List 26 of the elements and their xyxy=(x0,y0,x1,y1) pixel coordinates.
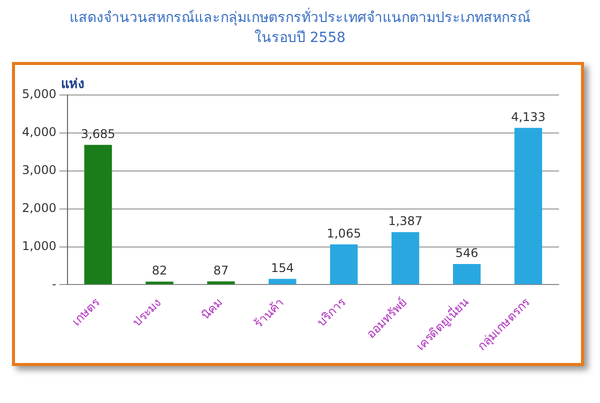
bar xyxy=(514,128,542,284)
y-axis-title: แห่ง xyxy=(61,76,84,94)
data-label: 4,133 xyxy=(511,110,546,124)
bar xyxy=(207,281,235,284)
data-label: 1,387 xyxy=(388,214,423,228)
chart-subtitle: ในรอบปี 2558 xyxy=(253,28,347,48)
x-tick-label: นิคม xyxy=(198,295,226,322)
data-label: 546 xyxy=(455,246,478,260)
y-tick-label: 1,000 xyxy=(22,238,56,253)
data-label: 87 xyxy=(213,264,229,278)
y-tick-label: 5,000 xyxy=(22,87,56,102)
chart-title: แสดงจำนวนสหกรณ์และกลุ่มเกษตรกรทั่วประเทศจำแนกตามประเภทสหกรณ์ xyxy=(68,8,532,28)
data-label: 154 xyxy=(270,261,294,276)
data-label: 82 xyxy=(152,264,168,278)
y-tick-label: 4,000 xyxy=(22,125,56,140)
data-label: 3,685 xyxy=(80,127,116,142)
bar xyxy=(392,232,420,284)
bar xyxy=(452,264,481,284)
y-tick-label: 3,000 xyxy=(22,163,56,178)
bar xyxy=(84,144,112,284)
bar xyxy=(146,282,174,284)
bar xyxy=(330,244,358,284)
y-tick-label: 2,000 xyxy=(22,200,56,215)
bar xyxy=(268,278,296,284)
y-tick-label: - xyxy=(52,276,56,291)
data-label: 1,065 xyxy=(326,226,362,240)
